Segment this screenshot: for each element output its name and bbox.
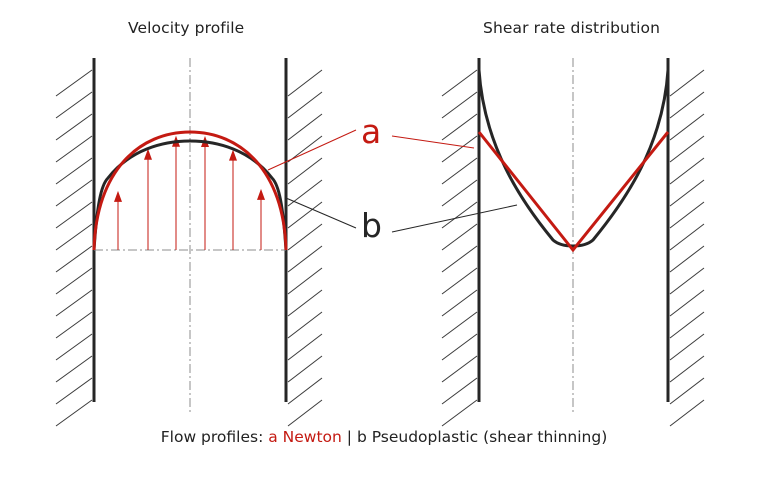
hatch-line-left-pipe-right xyxy=(287,289,323,317)
hatch-line-right-pipe-right xyxy=(669,157,705,185)
hatch-line-left-pipe-right xyxy=(287,311,323,339)
caption-prefix: Flow profiles: xyxy=(160,428,269,446)
hatch-line-right-pipe-right xyxy=(669,245,705,273)
hatch-line-right-pipe-right xyxy=(669,69,705,97)
hatch-line-left-pipe-right xyxy=(287,377,323,405)
hatch-line-right-pipe-right xyxy=(669,179,705,207)
hatch-line-right-pipe-left xyxy=(441,399,478,427)
hatch-line-left-pipe-left xyxy=(55,355,93,383)
hatch-line-right-pipe-right xyxy=(669,223,705,251)
hatch-line-left-pipe-left xyxy=(55,157,93,185)
hatch-line-left-pipe-right xyxy=(287,91,323,119)
hatch-line-left-pipe-left xyxy=(55,289,93,317)
hatch-line-right-pipe-right xyxy=(669,91,705,119)
velocity-arrow-head xyxy=(114,190,122,202)
leader-b-right xyxy=(391,204,518,233)
hatch-line-right-pipe-right xyxy=(669,377,705,405)
hatch-line-left-pipe-right xyxy=(287,355,323,383)
hatch-line-left-pipe-left xyxy=(55,91,93,119)
hatch-line-left-pipe-left xyxy=(55,377,93,405)
caption-pseudoplastic: b Pseudoplastic (shear thinning) xyxy=(356,428,608,446)
hatch-line-right-pipe-right xyxy=(669,311,705,339)
hatch-line-right-pipe-right xyxy=(669,355,705,383)
hatch-line-right-pipe-left xyxy=(441,245,478,273)
leader-a-left xyxy=(267,129,357,171)
hatch-line-right-pipe-right xyxy=(669,289,705,317)
hatch-line-left-pipe-left xyxy=(55,135,93,163)
hatch-line-left-pipe-right xyxy=(287,201,323,229)
velocity-arrows xyxy=(114,135,265,250)
hatch-line-right-pipe-left xyxy=(441,91,478,119)
hatch-line-left-pipe-right xyxy=(287,223,323,251)
label-a-newton: a xyxy=(361,112,382,151)
wall-hatching xyxy=(55,69,705,427)
velocity-curve-pseudoplastic xyxy=(92,139,288,251)
hatch-line-left-pipe-left xyxy=(55,245,93,273)
leader-a-right xyxy=(391,135,475,149)
hatch-line-left-pipe-left xyxy=(55,113,93,141)
velocity-profile-title: Velocity profile xyxy=(128,19,245,37)
hatch-line-right-pipe-left xyxy=(441,157,478,185)
hatch-line-left-pipe-left xyxy=(55,399,93,427)
hatch-line-right-pipe-right xyxy=(669,113,705,141)
label-b-pseudoplastic: b xyxy=(361,206,382,245)
hatch-line-right-pipe-left xyxy=(441,267,478,295)
hatch-line-right-pipe-right xyxy=(669,135,705,163)
hatch-line-right-pipe-right xyxy=(669,399,705,427)
hatch-line-left-pipe-right xyxy=(287,69,323,97)
velocity-arrow-head xyxy=(144,148,152,160)
caption-separator: | xyxy=(341,428,357,446)
leader-b-left xyxy=(285,197,357,229)
hatch-line-left-pipe-right xyxy=(287,245,323,273)
hatch-line-right-pipe-left xyxy=(441,289,478,317)
hatch-line-right-pipe-left xyxy=(441,223,478,251)
hatch-line-left-pipe-right xyxy=(287,333,323,361)
hatch-line-right-pipe-left xyxy=(441,135,478,163)
velocity-curve-newton xyxy=(92,130,288,251)
hatch-line-right-pipe-right xyxy=(669,333,705,361)
shear-rate-title: Shear rate distribution xyxy=(483,19,661,37)
hatch-line-right-pipe-left xyxy=(441,377,478,405)
hatch-line-right-pipe-left xyxy=(441,113,478,141)
velocity-arrow-head xyxy=(257,188,265,200)
hatch-line-left-pipe-right xyxy=(287,179,323,207)
hatch-line-right-pipe-left xyxy=(441,179,478,207)
hatch-line-left-pipe-left xyxy=(55,223,93,251)
hatch-line-right-pipe-left xyxy=(441,355,478,383)
centerlines xyxy=(94,58,574,412)
hatch-line-left-pipe-left xyxy=(55,201,93,229)
hatch-line-left-pipe-right xyxy=(287,399,323,427)
velocity-arrow-head xyxy=(229,149,237,161)
shear-lines-newton xyxy=(477,131,670,253)
hatch-line-right-pipe-left xyxy=(441,69,478,97)
hatch-line-left-pipe-right xyxy=(287,267,323,295)
hatch-line-right-pipe-right xyxy=(669,201,705,229)
hatch-line-left-pipe-left xyxy=(55,311,93,339)
hatch-line-left-pipe-left xyxy=(55,69,93,97)
hatch-line-left-pipe-right xyxy=(287,157,323,185)
hatch-line-left-pipe-left xyxy=(55,333,93,361)
hatch-line-right-pipe-left xyxy=(441,311,478,339)
figure-caption: Flow profiles: a Newton | b Pseudoplasti… xyxy=(0,428,768,446)
hatch-line-left-pipe-left xyxy=(55,179,93,207)
hatch-line-right-pipe-left xyxy=(441,201,478,229)
hatch-line-right-pipe-left xyxy=(441,333,478,361)
hatch-line-right-pipe-right xyxy=(669,267,705,295)
hatch-line-left-pipe-right xyxy=(287,135,323,163)
hatch-line-left-pipe-left xyxy=(55,267,93,295)
hatch-line-left-pipe-right xyxy=(287,113,323,141)
caption-newton: a Newton xyxy=(268,428,342,446)
